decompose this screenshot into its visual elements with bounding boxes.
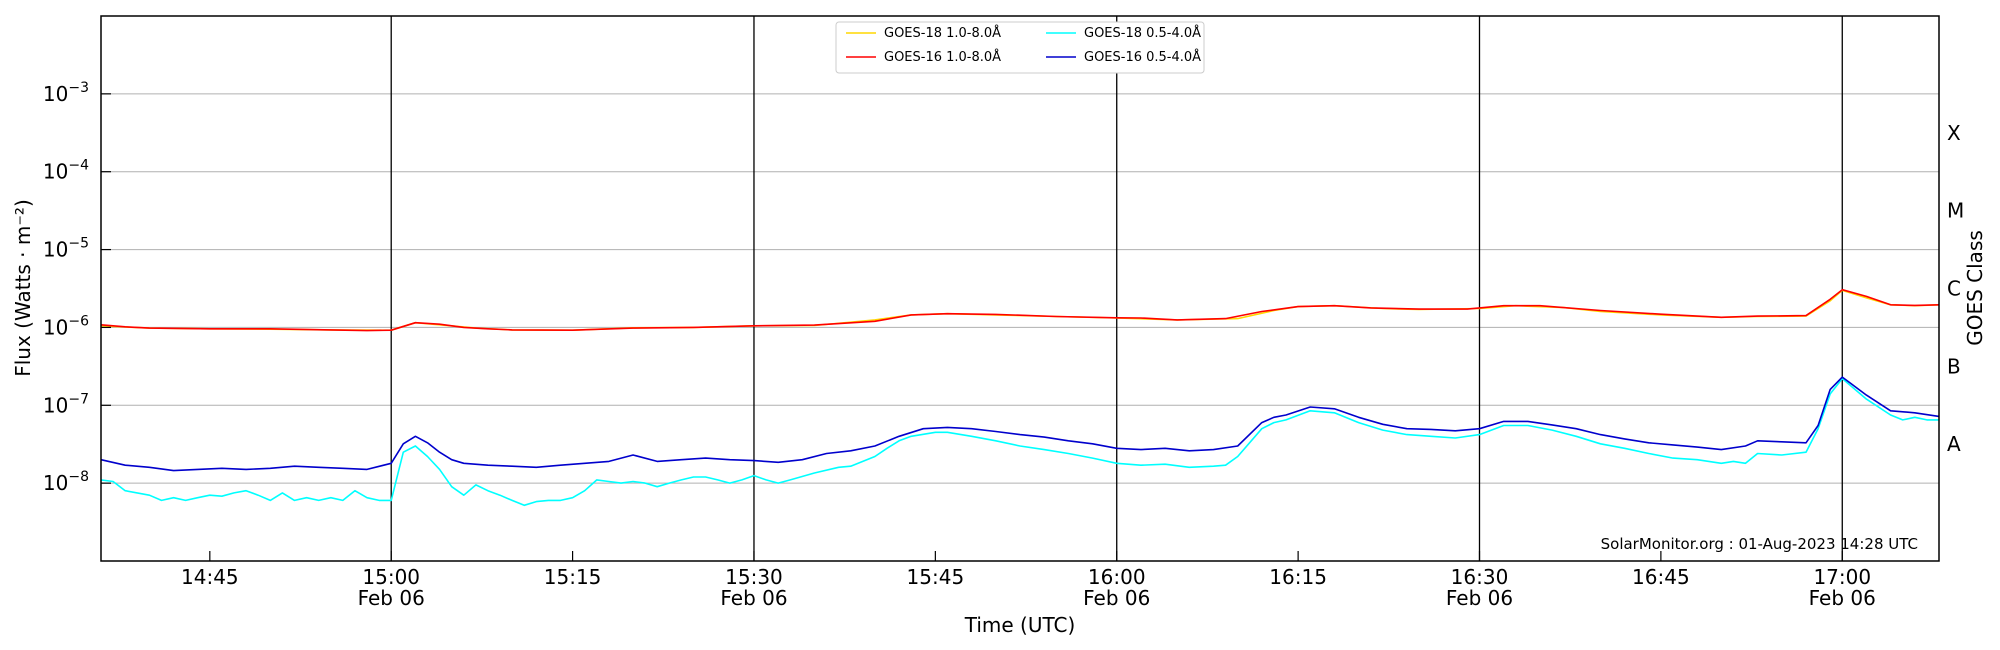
goes-class-a: A bbox=[1947, 432, 1961, 456]
x-tick-label-1: 15:00 bbox=[362, 565, 420, 589]
legend-label-3: GOES-16 0.5-4.0Å bbox=[1084, 49, 1201, 65]
x-tick-label-8: 16:45 bbox=[1632, 565, 1690, 589]
x-tick-label-6: 16:15 bbox=[1269, 565, 1327, 589]
x-tick-label-3: 15:30 bbox=[725, 565, 783, 589]
y-tick-exponent-4: −4 bbox=[68, 158, 89, 174]
x-tick-label-2: 15:15 bbox=[544, 565, 602, 589]
y-tick-exponent-3: −5 bbox=[68, 236, 89, 252]
x-tick-label-9: 17:00 bbox=[1813, 565, 1871, 589]
legend-label-1: GOES-18 0.5-4.0Å bbox=[1084, 25, 1201, 41]
y-tick-label-1: 10−7 bbox=[43, 391, 89, 417]
legend-label-2: GOES-16 1.0-8.0Å bbox=[884, 49, 1001, 65]
goes-class-m: M bbox=[1947, 199, 1964, 223]
y-tick-layer: 10−8 10−7 10−6 10−5 10−4 10−3 bbox=[43, 80, 111, 495]
credit-text: SolarMonitor.org : 01-Aug-2023 14:28 UTC bbox=[1601, 535, 1918, 553]
plot-frame bbox=[100, 15, 1940, 562]
y-axis-title: Flux (Watts · m⁻²) bbox=[11, 199, 35, 377]
y-tick-exponent-2: −6 bbox=[68, 313, 89, 329]
y-tick-label-5: 10−3 bbox=[43, 80, 89, 106]
x-tick-date-1: Feb 06 bbox=[358, 586, 425, 610]
y-tick-label-2: 10−6 bbox=[43, 313, 89, 339]
x-tick-date-3: Feb 06 bbox=[720, 586, 787, 610]
goes-class-x: X bbox=[1947, 121, 1961, 145]
x-axis-title: Time (UTC) bbox=[964, 613, 1076, 637]
x-tick-date-9: Feb 06 bbox=[1809, 586, 1876, 610]
vertical-line-layer bbox=[390, 16, 1843, 561]
legend-label-0: GOES-18 1.0-8.0Å bbox=[884, 25, 1001, 41]
series-layer bbox=[100, 288, 1940, 507]
series-line-3 bbox=[100, 376, 1940, 472]
y-tick-label-4: 10−4 bbox=[43, 158, 89, 184]
x-tick-label-7: 16:30 bbox=[1451, 565, 1509, 589]
series-line-1 bbox=[100, 288, 1940, 332]
y-tick-exponent-5: −3 bbox=[68, 80, 89, 96]
x-tick-date-7: Feb 06 bbox=[1446, 586, 1513, 610]
grid-layer bbox=[101, 93, 1939, 484]
goes-class-b: B bbox=[1947, 354, 1961, 378]
legend-box bbox=[835, 21, 1205, 74]
x-tick-label-0: 14:45 bbox=[181, 565, 239, 589]
x-tick-date-5: Feb 06 bbox=[1083, 586, 1150, 610]
goes-class-layer: A B C M X bbox=[1947, 121, 1964, 456]
x-tick-label-5: 16:00 bbox=[1088, 565, 1146, 589]
y-tick-label-3: 10−5 bbox=[43, 236, 89, 262]
right-axis-title: GOES Class bbox=[1963, 230, 1987, 346]
series-line-0 bbox=[100, 289, 1940, 331]
x-tick-label-4: 15:45 bbox=[907, 565, 965, 589]
y-tick-exponent-0: −8 bbox=[68, 469, 89, 485]
y-tick-exponent-1: −7 bbox=[68, 391, 89, 407]
goes-class-c: C bbox=[1947, 277, 1961, 301]
y-tick-label-0: 10−8 bbox=[43, 469, 89, 495]
series-line-2 bbox=[100, 377, 1939, 507]
legend: GOES-18 1.0-8.0Å GOES-18 0.5-4.0Å GOES-16 … bbox=[835, 21, 1205, 74]
